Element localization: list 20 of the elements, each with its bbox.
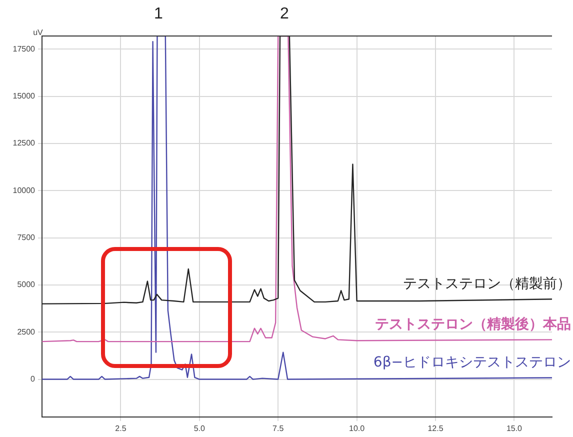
y-tick-label: 2500 bbox=[17, 327, 36, 336]
x-tick-label: 5.0 bbox=[194, 424, 206, 434]
y-tick-label: 7500 bbox=[17, 233, 36, 242]
y-tick-label: 17500 bbox=[12, 44, 36, 54]
y-tick-label: 12500 bbox=[12, 138, 36, 148]
y-axis-title: uV bbox=[33, 28, 44, 38]
series-label: テストステロン（精製前） bbox=[403, 276, 571, 292]
x-tick-label: 2.5 bbox=[115, 424, 127, 434]
y-tick-label: 10000 bbox=[12, 186, 36, 195]
series-label: 6β−ヒドロキシテストステロン bbox=[373, 354, 571, 370]
x-tick-label: 12.5 bbox=[428, 424, 444, 434]
y-tick-label: 5000 bbox=[17, 280, 36, 290]
annotation: 1 bbox=[154, 5, 164, 22]
x-tick-label: 7.5 bbox=[272, 424, 284, 434]
x-tick-label: 10.0 bbox=[349, 424, 366, 434]
series-label: テストステロン（精製後）本品 bbox=[375, 316, 571, 332]
y-tick-label: 15000 bbox=[12, 92, 36, 101]
annotation: 2 bbox=[280, 5, 289, 22]
y-tick-label: 0 bbox=[30, 374, 36, 384]
x-tick-label: 15.0 bbox=[506, 424, 523, 434]
